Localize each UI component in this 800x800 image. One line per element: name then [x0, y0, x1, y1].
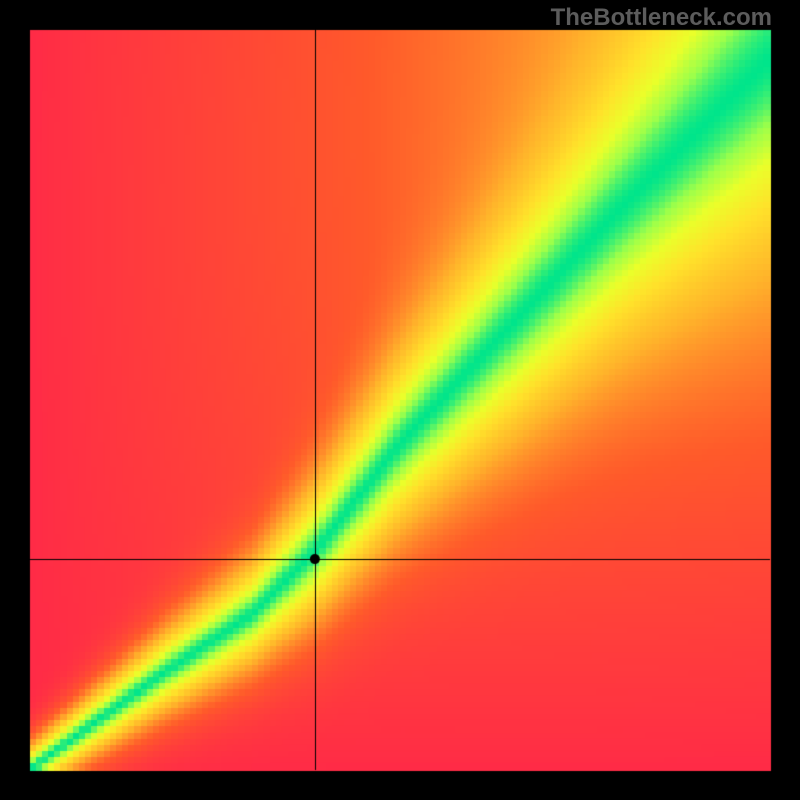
chart-container: TheBottleneck.com: [0, 0, 800, 800]
watermark-text: TheBottleneck.com: [551, 4, 772, 32]
heatmap-canvas: [0, 0, 800, 800]
